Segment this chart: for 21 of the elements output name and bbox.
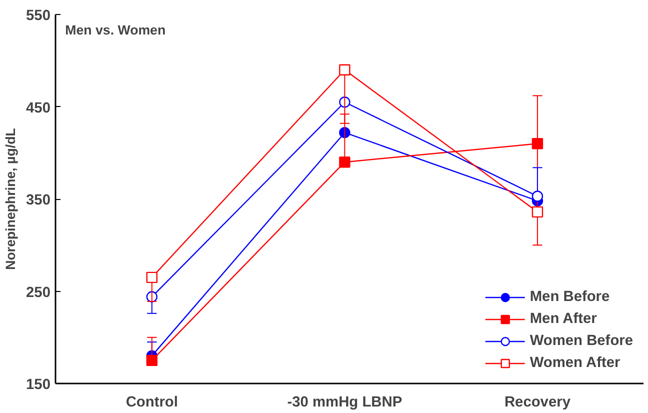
point xyxy=(339,64,350,76)
legend-label: Women Before xyxy=(530,333,633,349)
point xyxy=(532,190,544,202)
y-tick-label: 250 xyxy=(26,284,51,301)
y-tick-label: 450 xyxy=(26,100,51,116)
x-tick-label: Control xyxy=(126,394,178,410)
text: Men vs. Women xyxy=(65,22,166,38)
y-tick-label: 550 xyxy=(26,8,51,24)
point xyxy=(146,354,158,366)
point xyxy=(532,206,544,218)
y-axis-title: Norepinephrine, µg/dL xyxy=(3,128,18,270)
point xyxy=(146,272,158,284)
y-tick-label: 350 xyxy=(26,192,51,208)
point xyxy=(339,156,350,168)
x-tick-label: Recovery xyxy=(504,394,572,410)
legend-label: Men Before xyxy=(530,289,610,305)
point xyxy=(532,138,544,150)
y-tick-label: 150 xyxy=(26,377,51,393)
x-tick-label: -30 mmHg LBNP xyxy=(287,394,402,410)
legend-label: Women After xyxy=(530,355,620,371)
legend-label: Men After xyxy=(530,311,597,327)
